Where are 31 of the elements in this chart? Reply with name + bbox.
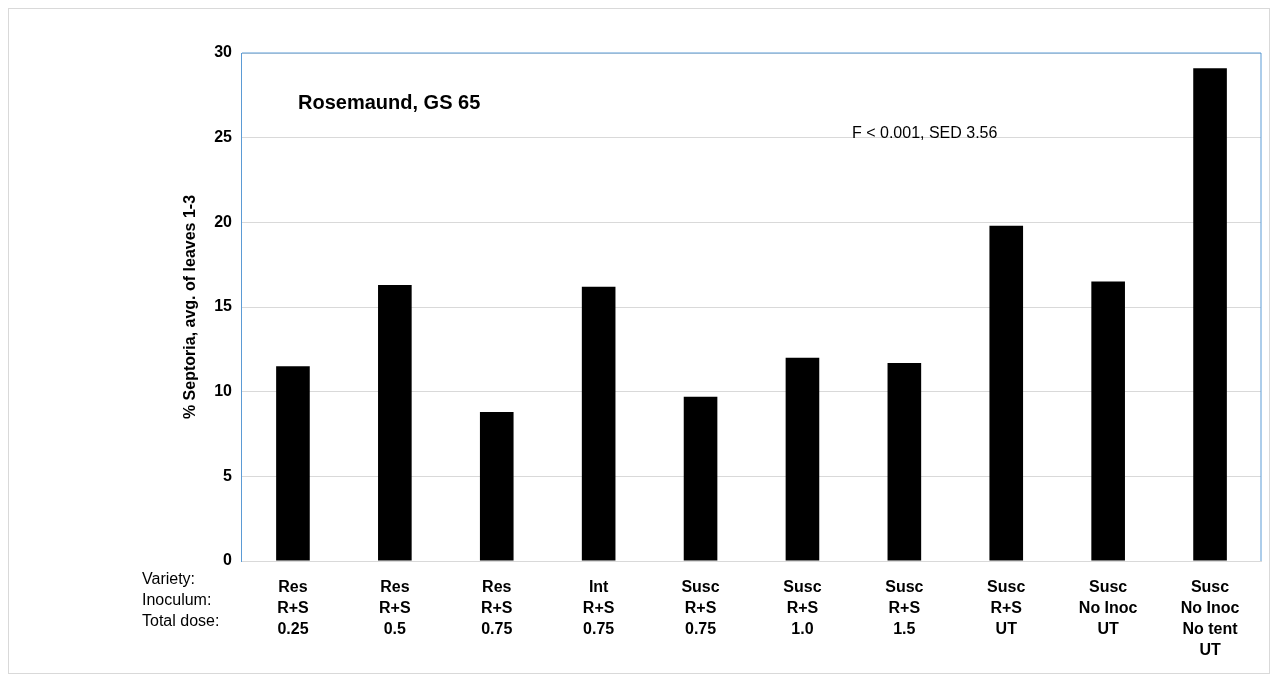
x-tick-label: Susc No Inoc No tent UT (1180, 577, 1240, 658)
x-tick-label: Susc R+S 1.5 (885, 577, 924, 637)
y-axis-title: % Septoria, avg. of leaves 1-3 (181, 194, 199, 420)
y-tick-label: 15 (214, 297, 233, 315)
x-tick-label: Susc No Inoc UT (1078, 577, 1138, 637)
bar (1193, 68, 1227, 561)
y-tick-label: 25 (214, 128, 233, 146)
x-tick-label: Susc R+S 0.75 (681, 577, 720, 637)
x-tick-label: Int R+S 0.75 (582, 577, 615, 637)
y-tick-label: 0 (223, 551, 233, 569)
text: Rosemaund, GS 65 (298, 90, 481, 113)
y-tick-label: 5 (223, 466, 233, 484)
bar (887, 362, 922, 561)
bar (683, 396, 718, 561)
x-axis-title: Variety: Inoculum: Total dose: (142, 569, 220, 629)
bar (581, 286, 616, 561)
x-tick-label: Res R+S 0.75 (480, 577, 513, 637)
x-tick-label: Res R+S 0.25 (277, 577, 310, 637)
annotation: F < 0.001, SED 3.56 (852, 124, 998, 142)
bar (1091, 281, 1125, 561)
x-tick-label: Susc R+S UT (987, 577, 1026, 637)
x-tick-label: Res R+S 0.5 (379, 577, 411, 637)
y-tick-label: 30 (214, 43, 233, 61)
bar (276, 366, 310, 561)
bar (785, 357, 820, 561)
x-tick-label: Susc R+S 1.0 (783, 577, 822, 637)
bar (378, 284, 412, 561)
y-tick-label: 20 (214, 212, 233, 230)
bar (989, 225, 1024, 561)
bar (479, 411, 514, 561)
y-tick-label: 10 (214, 382, 233, 400)
